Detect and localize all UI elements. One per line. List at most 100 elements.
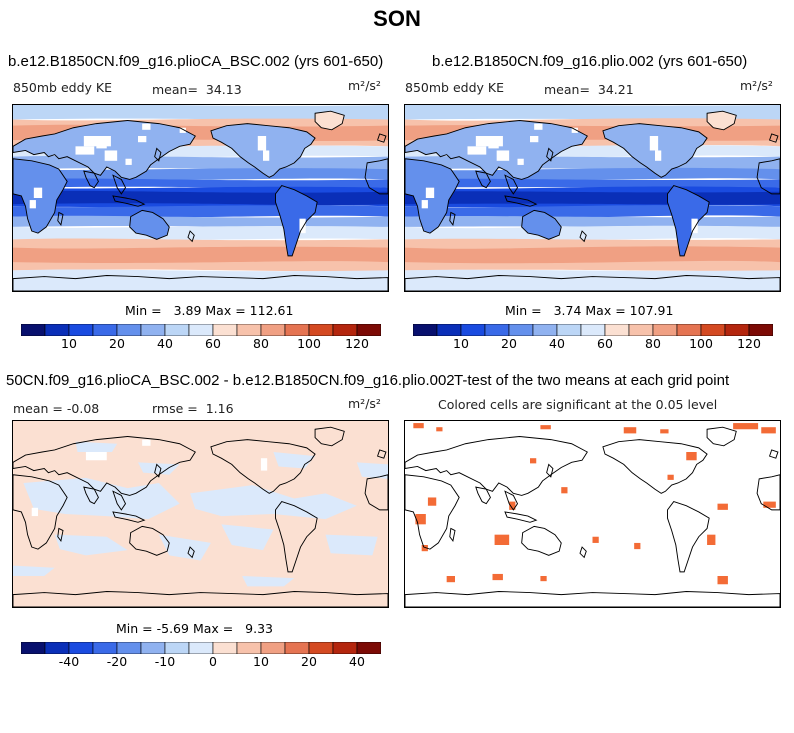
- coastline-nz: [579, 230, 587, 243]
- coastline-africaW: [756, 474, 780, 511]
- colorbar-tick-label: 60: [597, 336, 613, 351]
- coastline-uk: [376, 133, 387, 143]
- significant-cell: [686, 452, 697, 461]
- ke-band: [405, 216, 780, 228]
- ke-band: [405, 225, 780, 241]
- missing-data-cell: [299, 218, 306, 234]
- ke-band: [405, 269, 780, 291]
- coastline-seasia: [504, 174, 519, 195]
- coastline-samer: [667, 501, 710, 573]
- significant-cell: [492, 573, 503, 581]
- colorbar-swatch: [628, 323, 654, 337]
- coastline-greenland: [314, 426, 345, 447]
- coastline-seasia: [504, 490, 519, 511]
- coastline-africaW: [364, 158, 388, 195]
- coastline-indo: [112, 511, 146, 523]
- coastline-india: [83, 486, 99, 505]
- colorbar-swatch: [164, 323, 190, 337]
- colorbar-swatch: [676, 323, 702, 337]
- ke-land: [667, 185, 710, 256]
- panel-2-map: [404, 104, 781, 292]
- colorbar-swatch: [116, 323, 142, 337]
- significant-cell: [494, 534, 510, 545]
- coastline-nz: [187, 230, 195, 243]
- colorbar-swatch: [748, 323, 774, 337]
- coastline-samer: [667, 185, 710, 257]
- colorbar-swatch: [44, 323, 70, 337]
- ke-band: [405, 191, 780, 205]
- ke-band: [405, 246, 780, 264]
- diff-negative-region: [54, 534, 128, 556]
- coastline-seasia: [112, 490, 127, 511]
- missing-data-cell: [691, 218, 698, 234]
- colorbar-swatch: [20, 323, 46, 337]
- colorbar-swatch: [532, 323, 558, 337]
- colorbar-tick-label: 40: [349, 654, 365, 669]
- missing-data-cell: [655, 150, 662, 161]
- significant-cell: [540, 576, 547, 582]
- coastline-india: [83, 170, 99, 189]
- panel-3-rmse: rmse = 1.16: [152, 401, 234, 416]
- significant-cell: [592, 536, 599, 543]
- colorbar-swatch: [580, 323, 606, 337]
- coastline-antarctica: [13, 591, 388, 607]
- coastline-africaW: [756, 158, 780, 195]
- coastline-indo: [112, 195, 146, 207]
- colorbar-swatch: [212, 641, 238, 655]
- coastline-madag: [449, 527, 456, 542]
- colorbar-swatch: [20, 641, 46, 655]
- colorbar-swatch: [44, 641, 70, 655]
- coastline-antarctica: [405, 275, 780, 291]
- ke-land: [315, 111, 345, 130]
- colorbar-tick-label: 60: [205, 336, 221, 351]
- coastline-madag: [57, 527, 64, 542]
- colorbar-tick-label: 100: [297, 336, 321, 351]
- significant-cell: [733, 423, 759, 430]
- ke-band: [13, 215, 388, 228]
- missing-data-cell: [138, 136, 147, 143]
- colorbar-tick-label: 20: [501, 336, 517, 351]
- diff-negative-region: [158, 534, 211, 561]
- colorbar-swatch: [724, 323, 750, 337]
- ke-land: [707, 111, 737, 130]
- colorbar-tick-label: -10: [154, 654, 176, 669]
- coastline-japan: [154, 463, 162, 478]
- missing-data-cell: [29, 200, 36, 209]
- coastline-samer: [275, 185, 318, 257]
- ke-band: [13, 105, 388, 121]
- panel-2-mean: mean= 34.21: [544, 82, 634, 97]
- coastline-madag: [449, 211, 456, 226]
- figure-title: SON: [373, 6, 421, 31]
- panel-1-title: b.e12.B1850CN.f09_g16.plioCA_BSC.002 (yr…: [8, 53, 384, 70]
- missing-data-cell: [421, 200, 428, 209]
- coastline-namer: [602, 439, 708, 494]
- diff-negative-region: [221, 524, 274, 551]
- panel-1-colorbar: [20, 323, 382, 337]
- panel-2-title: b.e12.B1850CN.f09_g16.plio.002 (yrs 601-…: [432, 53, 748, 70]
- colorbar-tick-label: -40: [58, 654, 80, 669]
- coastline-africa: [13, 474, 68, 550]
- colorbar-tick-label: 100: [689, 336, 713, 351]
- missing-data-cell: [534, 123, 543, 130]
- missing-data-cell: [425, 187, 435, 198]
- colorbar-tick-label: 0: [209, 654, 217, 669]
- colorbar-swatch: [556, 323, 582, 337]
- significant-cell: [415, 514, 426, 525]
- significant-cell: [509, 501, 516, 510]
- missing-data-cell: [488, 140, 499, 149]
- colorbar-swatch: [260, 641, 286, 655]
- panel-2-units: m²/s²: [740, 78, 773, 93]
- coastline-namer: [210, 123, 316, 178]
- colorbar-tick-label: 80: [645, 336, 661, 351]
- significant-cell: [634, 542, 641, 550]
- missing-data-cell: [33, 187, 43, 198]
- coastline-greenland: [706, 426, 737, 447]
- coastline-australia: [129, 209, 170, 240]
- coastline-europe: [13, 120, 196, 180]
- colorbar-tick-label: 20: [301, 654, 317, 669]
- colorbar-swatch: [460, 323, 486, 337]
- significant-cell: [561, 487, 568, 494]
- panel-1-minmax: Min = 3.89 Max = 112.61: [125, 303, 294, 318]
- panel-4-map: [404, 420, 781, 608]
- missing-data-cell: [517, 158, 524, 165]
